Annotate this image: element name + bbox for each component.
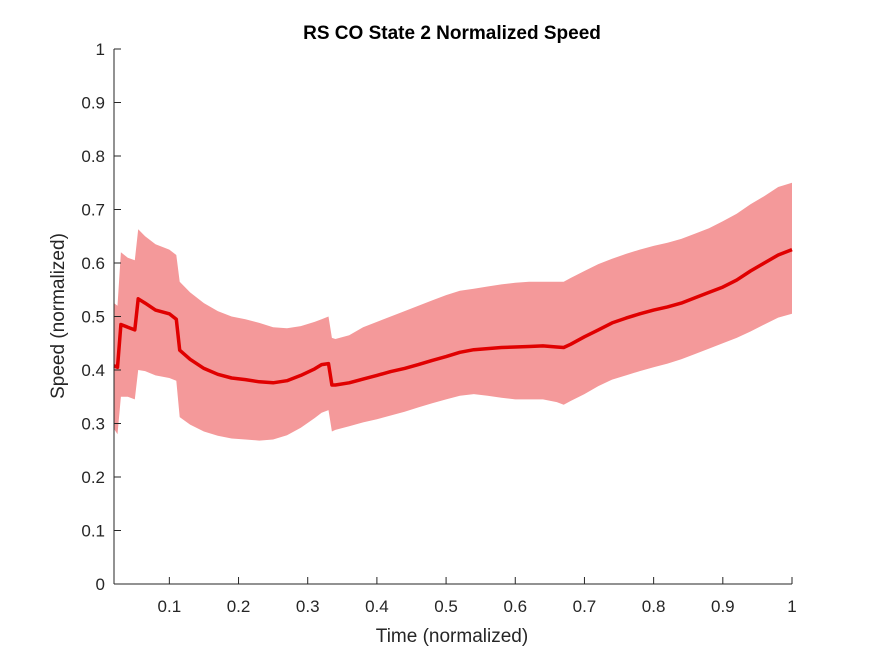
x-tick-label: 0.8 xyxy=(642,597,666,616)
y-axis-title: Speed (normalized) xyxy=(48,233,69,399)
x-tick-label: 0.5 xyxy=(434,597,458,616)
y-tick-label: 0.5 xyxy=(81,308,105,327)
x-tick-label: 0.6 xyxy=(503,597,527,616)
x-tick-label: 0.1 xyxy=(158,597,182,616)
x-axis-title: Time (normalized) xyxy=(376,626,528,647)
mean-speed-line-0 xyxy=(113,247,793,387)
y-tick-label: 0.9 xyxy=(81,94,105,113)
chart-title: RS CO State 2 Normalized Speed xyxy=(303,23,601,44)
y-tick-label: 0.8 xyxy=(81,147,105,166)
x-tick-label: 0.3 xyxy=(296,597,320,616)
y-tick-label: 0.1 xyxy=(81,522,105,541)
y-tick-label: 1 xyxy=(96,40,105,59)
x-tick-label: 0.4 xyxy=(365,597,389,616)
y-tick-label: 0.3 xyxy=(81,415,105,434)
x-tick-label: 0.7 xyxy=(573,597,597,616)
x-tick-label: 1 xyxy=(787,597,796,616)
y-tick-label: 0 xyxy=(96,575,105,594)
axes: 0.1 0.2 0.3 0.4 0.5 0.6 0.7 0.8 0.9 1 0 0.1 0.2 0.3 0.… xyxy=(81,40,796,616)
plot-area xyxy=(113,182,793,441)
y-tick-label: 0.7 xyxy=(81,201,105,220)
x-tick-label: 0.9 xyxy=(711,597,735,616)
y-tick-label: 0.2 xyxy=(81,468,105,487)
y-tick-label: 0.6 xyxy=(81,254,105,273)
y-tick-label: 0.4 xyxy=(81,361,105,380)
confidence-band-0 xyxy=(114,182,792,441)
x-tick-label: 0.2 xyxy=(227,597,251,616)
